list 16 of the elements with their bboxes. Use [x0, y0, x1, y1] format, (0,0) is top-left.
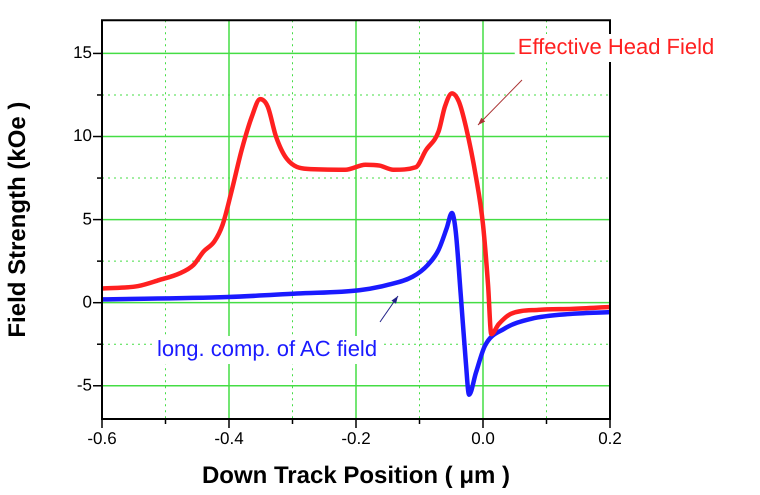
x-tick-label: -0.2: [341, 428, 371, 448]
y-tick-label: 0: [82, 292, 92, 312]
x-axis-title: Down Track Position ( μm ): [202, 462, 510, 490]
x-tick-label: 0.0: [471, 428, 495, 448]
annotation: long. comp. of AC field: [156, 336, 378, 362]
x-tick-label: -0.6: [87, 428, 117, 448]
line-series: [102, 210, 610, 397]
x-tick-label: -0.4: [214, 428, 244, 448]
line-series: [102, 91, 610, 336]
y-tick-label: 5: [82, 209, 92, 228]
y-axis-title: Field Strength (kOe ): [4, 102, 32, 338]
y-tick-label: 15: [73, 43, 92, 62]
y-tick-label: -5: [76, 375, 92, 394]
x-tick-label: 0.2: [598, 428, 622, 448]
annotation: Effective Head Field: [518, 34, 714, 60]
y-tick-label: 10: [73, 126, 92, 146]
